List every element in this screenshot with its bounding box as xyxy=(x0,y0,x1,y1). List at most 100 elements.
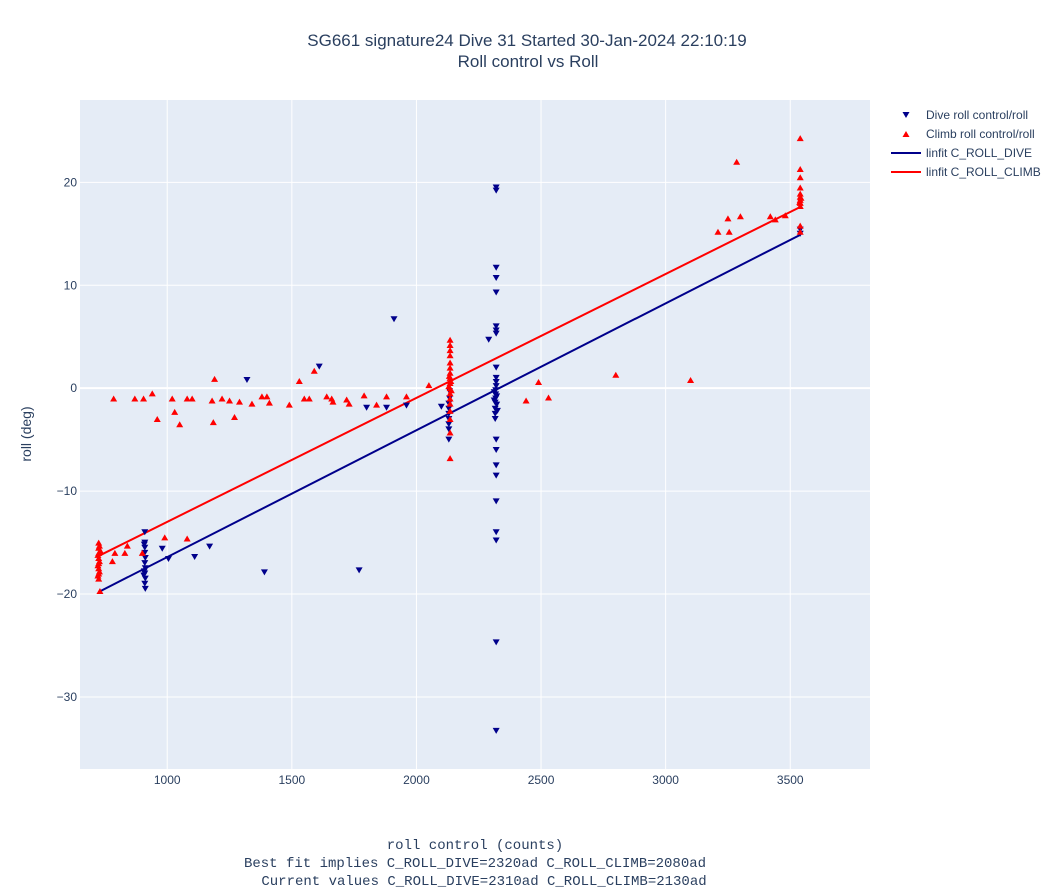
best-fit-note: Best fit implies C_ROLL_DIVE=2320ad C_RO… xyxy=(244,856,706,872)
data-point xyxy=(315,363,323,370)
series-climb-roll-control-roll xyxy=(94,135,805,594)
data-point xyxy=(140,572,148,579)
data-point xyxy=(153,416,161,423)
plot-area xyxy=(80,100,870,769)
data-point xyxy=(796,184,804,191)
data-point xyxy=(492,289,500,296)
data-point xyxy=(446,395,454,402)
legend-item[interactable]: Dive roll control/roll xyxy=(902,108,1029,122)
data-point xyxy=(141,529,149,536)
x-tick-label: 3500 xyxy=(777,773,804,787)
data-point xyxy=(492,323,500,330)
data-point xyxy=(796,165,804,172)
data-point xyxy=(95,568,103,575)
legend-label: linfit C_ROLL_DIVE xyxy=(926,146,1032,160)
data-point xyxy=(493,393,501,400)
data-point xyxy=(492,374,500,381)
data-point xyxy=(258,393,266,400)
data-point xyxy=(796,222,804,229)
data-point xyxy=(310,367,318,374)
data-point xyxy=(373,401,381,408)
data-point xyxy=(491,416,499,423)
data-point xyxy=(492,184,500,191)
data-point xyxy=(492,379,500,386)
data-point xyxy=(138,549,146,556)
data-point xyxy=(95,565,103,572)
data-point xyxy=(492,537,500,544)
data-point xyxy=(485,336,493,343)
data-point xyxy=(305,395,313,402)
data-point xyxy=(796,174,804,181)
data-point xyxy=(110,395,118,402)
data-point xyxy=(95,575,103,582)
data-point xyxy=(493,407,501,414)
data-point xyxy=(687,376,695,383)
data-point xyxy=(355,567,363,574)
current-values-note: Current values C_ROLL_DIVE=2310ad C_ROLL… xyxy=(261,874,706,890)
data-point xyxy=(243,376,251,383)
legend-label: linfit C_ROLL_CLIMB xyxy=(926,165,1041,179)
data-point xyxy=(492,327,500,334)
data-point xyxy=(796,190,804,197)
data-point xyxy=(492,529,500,536)
data-point xyxy=(766,213,774,220)
data-point xyxy=(447,387,455,394)
data-point xyxy=(208,397,216,404)
data-point xyxy=(725,228,733,235)
data-point xyxy=(545,394,553,401)
data-point xyxy=(94,562,102,569)
data-point xyxy=(383,404,391,411)
data-point xyxy=(94,551,102,558)
legend-marker xyxy=(902,131,910,137)
data-point xyxy=(171,408,179,415)
data-point xyxy=(446,364,454,371)
x-axis-title: roll control (counts) xyxy=(387,838,563,854)
data-point xyxy=(402,393,410,400)
data-point xyxy=(141,544,149,551)
data-point xyxy=(183,395,191,402)
data-point xyxy=(446,429,454,436)
x-tick-label: 1000 xyxy=(154,773,181,787)
data-point xyxy=(445,383,453,390)
data-point xyxy=(446,359,454,366)
data-point xyxy=(235,398,243,405)
data-point xyxy=(211,375,219,382)
y-tick-label: −30 xyxy=(57,690,78,704)
legend-label: Climb roll control/roll xyxy=(926,127,1035,141)
data-point xyxy=(140,395,148,402)
data-point xyxy=(446,455,454,462)
data-point xyxy=(141,555,149,562)
data-point xyxy=(300,395,308,402)
data-point xyxy=(329,398,337,405)
data-point xyxy=(492,472,500,479)
legend-item[interactable]: linfit C_ROLL_DIVE xyxy=(891,146,1032,160)
y-tick-label: 0 xyxy=(70,381,77,395)
data-point xyxy=(492,446,500,453)
data-point xyxy=(131,395,139,402)
y-tick-label: 20 xyxy=(64,175,78,189)
data-point xyxy=(781,212,789,219)
data-point xyxy=(164,556,172,563)
chart-subtitle: Roll control vs Roll xyxy=(458,52,599,71)
data-point xyxy=(445,421,453,428)
data-point xyxy=(285,401,293,408)
data-point xyxy=(446,400,454,407)
data-point xyxy=(140,568,148,575)
data-point xyxy=(796,198,804,205)
data-point xyxy=(191,553,199,560)
legend-item[interactable]: Climb roll control/roll xyxy=(902,127,1035,141)
data-point xyxy=(209,419,217,426)
legend: Dive roll control/roll Climb roll control… xyxy=(891,108,1041,179)
data-point xyxy=(96,547,104,554)
data-point xyxy=(446,347,454,354)
legend-marker xyxy=(902,112,910,118)
data-point xyxy=(94,572,102,579)
data-point xyxy=(447,377,455,384)
legend-item[interactable]: linfit C_ROLL_CLIMB xyxy=(891,165,1041,179)
data-point xyxy=(446,390,454,397)
data-point xyxy=(493,401,501,408)
data-point xyxy=(446,369,454,376)
x-tick-label: 2000 xyxy=(403,773,430,787)
data-point xyxy=(265,399,273,406)
data-point xyxy=(226,397,234,404)
